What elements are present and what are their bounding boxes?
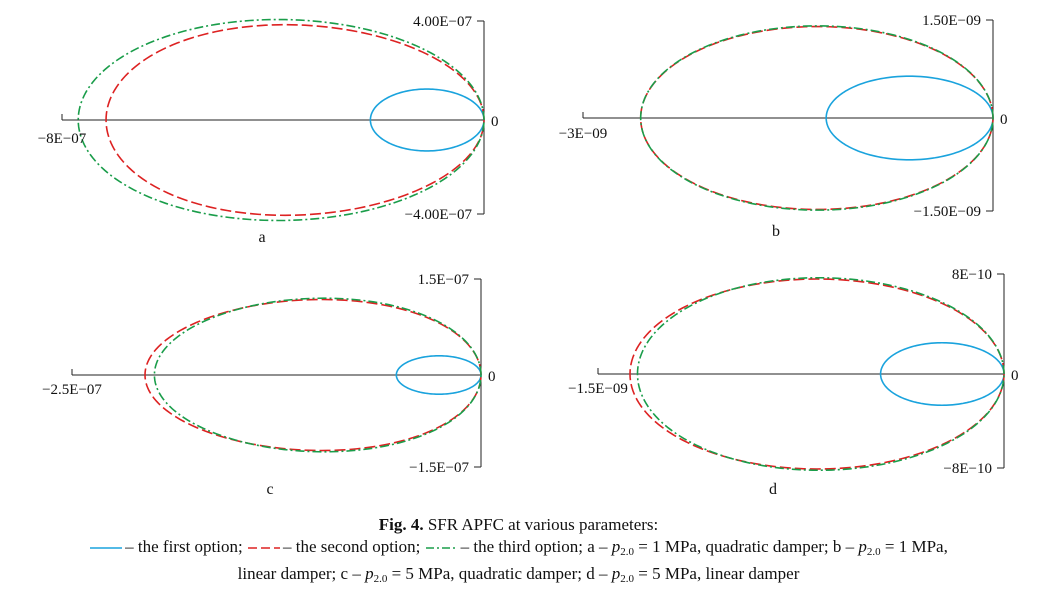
series-curve-1 — [395, 354, 482, 396]
desc-a-prefix: a – — [582, 537, 612, 556]
panel-letter-b: b — [772, 223, 780, 240]
legend-first-option: – the first option; — [125, 537, 243, 556]
x-min-tick-label: −2.5E−07 — [42, 382, 102, 398]
chart-panel-b: 1.50E−09 −1.50E−09 0 −3E−09 b — [559, 13, 1008, 240]
chart-panel-d: 8E−10 −8E−10 0 −1.5E−09 d — [568, 267, 1018, 498]
pressure-symbol: p — [858, 537, 867, 556]
desc-b-text: = 1 MPa, — [880, 537, 948, 556]
panel-letter-c: c — [266, 481, 273, 498]
chart-panel-a: 4.00E−07 −4.00E−07 0 −8E−07 a — [38, 14, 499, 246]
x-min-tick-label: −8E−07 — [38, 131, 87, 147]
pressure-symbol: p — [611, 564, 621, 583]
origin-tick-label: 0 — [1000, 112, 1008, 128]
pressure-symbol: p — [611, 537, 621, 556]
pressure-symbol: p — [365, 564, 374, 583]
series-curve-3 — [636, 276, 1005, 472]
legend-sample-second-option — [247, 547, 280, 549]
y-max-tick-label: 8E−10 — [952, 267, 992, 283]
pressure-subscript: 2.0 — [866, 546, 881, 558]
series-curve-1 — [879, 341, 1005, 407]
caption-legend-line: – the first option; – the second option;… — [0, 536, 1037, 563]
x-min-tick-label: −3E−09 — [559, 126, 608, 142]
series-curve-2 — [105, 23, 485, 217]
figure-number: Fig. 4. — [378, 515, 424, 534]
origin-tick-label: 0 — [491, 114, 499, 130]
origin-tick-label: 0 — [1011, 368, 1019, 384]
legend-sample-first-option — [90, 547, 123, 549]
origin-tick-label: 0 — [488, 369, 496, 385]
desc-c-text: = 5 MPa, quadratic damper; d – — [387, 564, 612, 583]
y-min-tick-label: −8E−10 — [943, 461, 992, 477]
figure-caption: Fig. 4. SFR APFC at various parameters: … — [0, 514, 1037, 590]
pressure-subscript: 2.0 — [620, 573, 634, 585]
figure-canvas: 4.00E−07 −4.00E−07 0 −8E−07 a 1.50E−09 −1.50E−… — [38, 13, 1019, 498]
desc-d-text: = 5 MPa, linear damper — [633, 564, 800, 583]
caption-desc-line: linear damper; c – p2.0 = 5 MPa, quadrat… — [0, 563, 1037, 590]
legend-third-option: – the third option; — [460, 537, 583, 556]
y-max-tick-label: 1.5E−07 — [418, 272, 470, 288]
series-curve-1 — [369, 88, 485, 152]
legend-second-option: – the second option; — [282, 537, 421, 556]
y-max-tick-label: 4.00E−07 — [413, 14, 472, 30]
panel-letter-d: d — [769, 481, 777, 498]
y-min-tick-label: −1.5E−07 — [409, 460, 469, 476]
figure-title: SFR APFC at various parameters: — [423, 515, 659, 534]
caption-title-line: Fig. 4. SFR APFC at various parameters: — [0, 514, 1037, 536]
series-curve-1 — [825, 75, 994, 161]
pressure-subscript: 2.0 — [620, 546, 634, 558]
pressure-subscript: 2.0 — [373, 573, 388, 585]
panel-letter-a: a — [258, 229, 265, 246]
chart-panel-c: 1.5E−07 −1.5E−07 0 −2.5E−07 c — [42, 272, 495, 498]
series-curve-2 — [629, 278, 1005, 470]
legend-sample-third-option — [425, 547, 458, 549]
series-curve-3 — [77, 18, 485, 222]
y-min-tick-label: −1.50E−09 — [914, 204, 981, 220]
y-max-tick-label: 1.50E−09 — [922, 13, 981, 29]
x-min-tick-label: −1.5E−09 — [568, 381, 628, 397]
series-curve-3 — [153, 297, 482, 453]
series-curve-3 — [639, 25, 994, 211]
series-curve-2 — [144, 298, 482, 452]
desc-line3-prefix: linear damper; c – — [237, 564, 366, 583]
y-min-tick-label: −4.00E−07 — [405, 207, 473, 223]
desc-a-text: = 1 MPa, quadratic damper; b – — [633, 537, 859, 556]
